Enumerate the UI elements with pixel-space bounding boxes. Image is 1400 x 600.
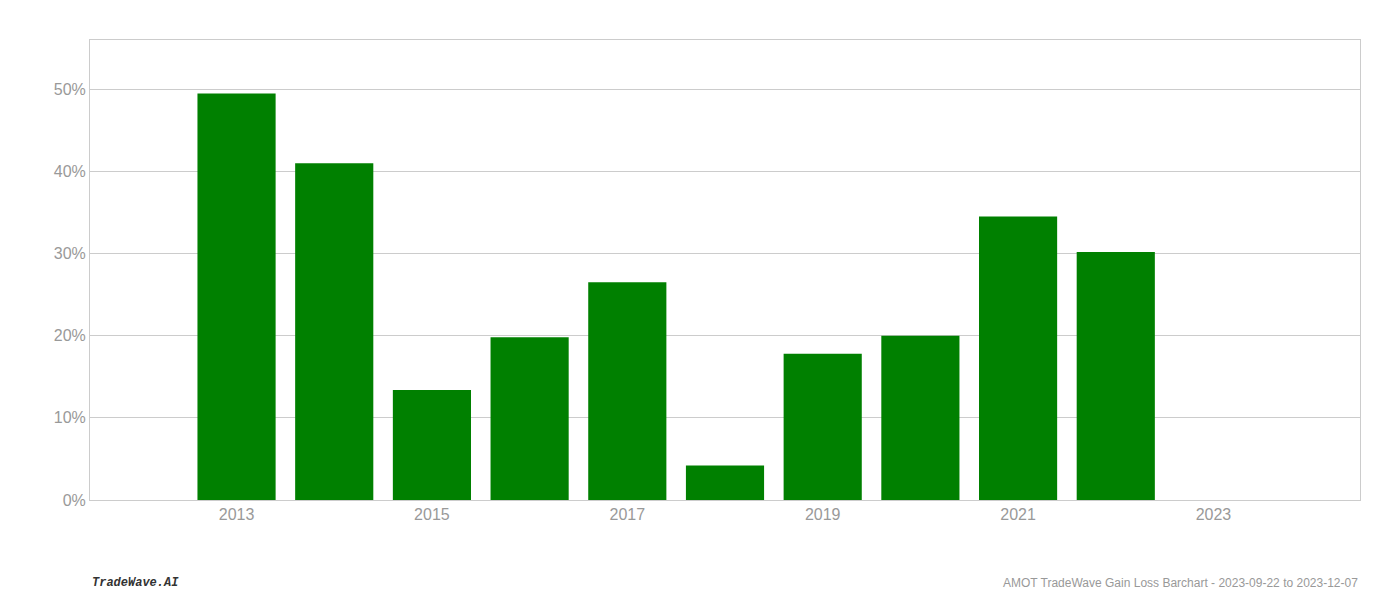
svg-text:2019: 2019 <box>805 506 841 523</box>
svg-text:TradeWave.AI: TradeWave.AI <box>92 576 179 590</box>
svg-text:10%: 10% <box>54 409 86 426</box>
svg-text:30%: 30% <box>54 245 86 262</box>
svg-text:2013: 2013 <box>219 506 255 523</box>
svg-text:20%: 20% <box>54 327 86 344</box>
svg-text:2015: 2015 <box>414 506 450 523</box>
svg-text:40%: 40% <box>54 163 86 180</box>
svg-text:AMOT TradeWave Gain Loss Barch: AMOT TradeWave Gain Loss Barchart - 2023… <box>1003 576 1358 590</box>
svg-text:0%: 0% <box>63 492 86 509</box>
svg-text:2023: 2023 <box>1196 506 1232 523</box>
svg-text:2017: 2017 <box>610 506 646 523</box>
svg-text:50%: 50% <box>54 81 86 98</box>
svg-text:2021: 2021 <box>1000 506 1036 523</box>
